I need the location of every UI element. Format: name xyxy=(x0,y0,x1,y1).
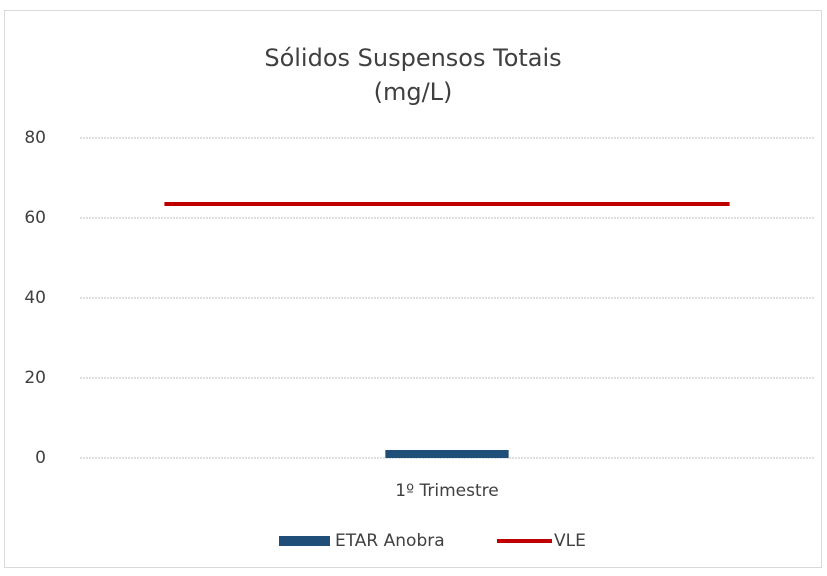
y-tick-label: 0 xyxy=(35,448,46,468)
bar xyxy=(385,450,509,458)
y-tick-label: 80 xyxy=(24,128,46,148)
x-tick-label: 1º Trimestre xyxy=(395,481,498,501)
y-tick-label: 60 xyxy=(24,208,46,228)
chart-title: (mg/L) xyxy=(374,78,453,106)
chart-title: Sólidos Suspensos Totais xyxy=(264,44,561,72)
y-tick-label: 20 xyxy=(24,368,46,388)
legend-label: ETAR Anobra xyxy=(335,531,445,551)
chart-border xyxy=(4,10,822,568)
legend-swatch xyxy=(279,536,330,546)
y-tick-label: 40 xyxy=(24,288,46,308)
legend-label: VLE xyxy=(554,531,586,551)
